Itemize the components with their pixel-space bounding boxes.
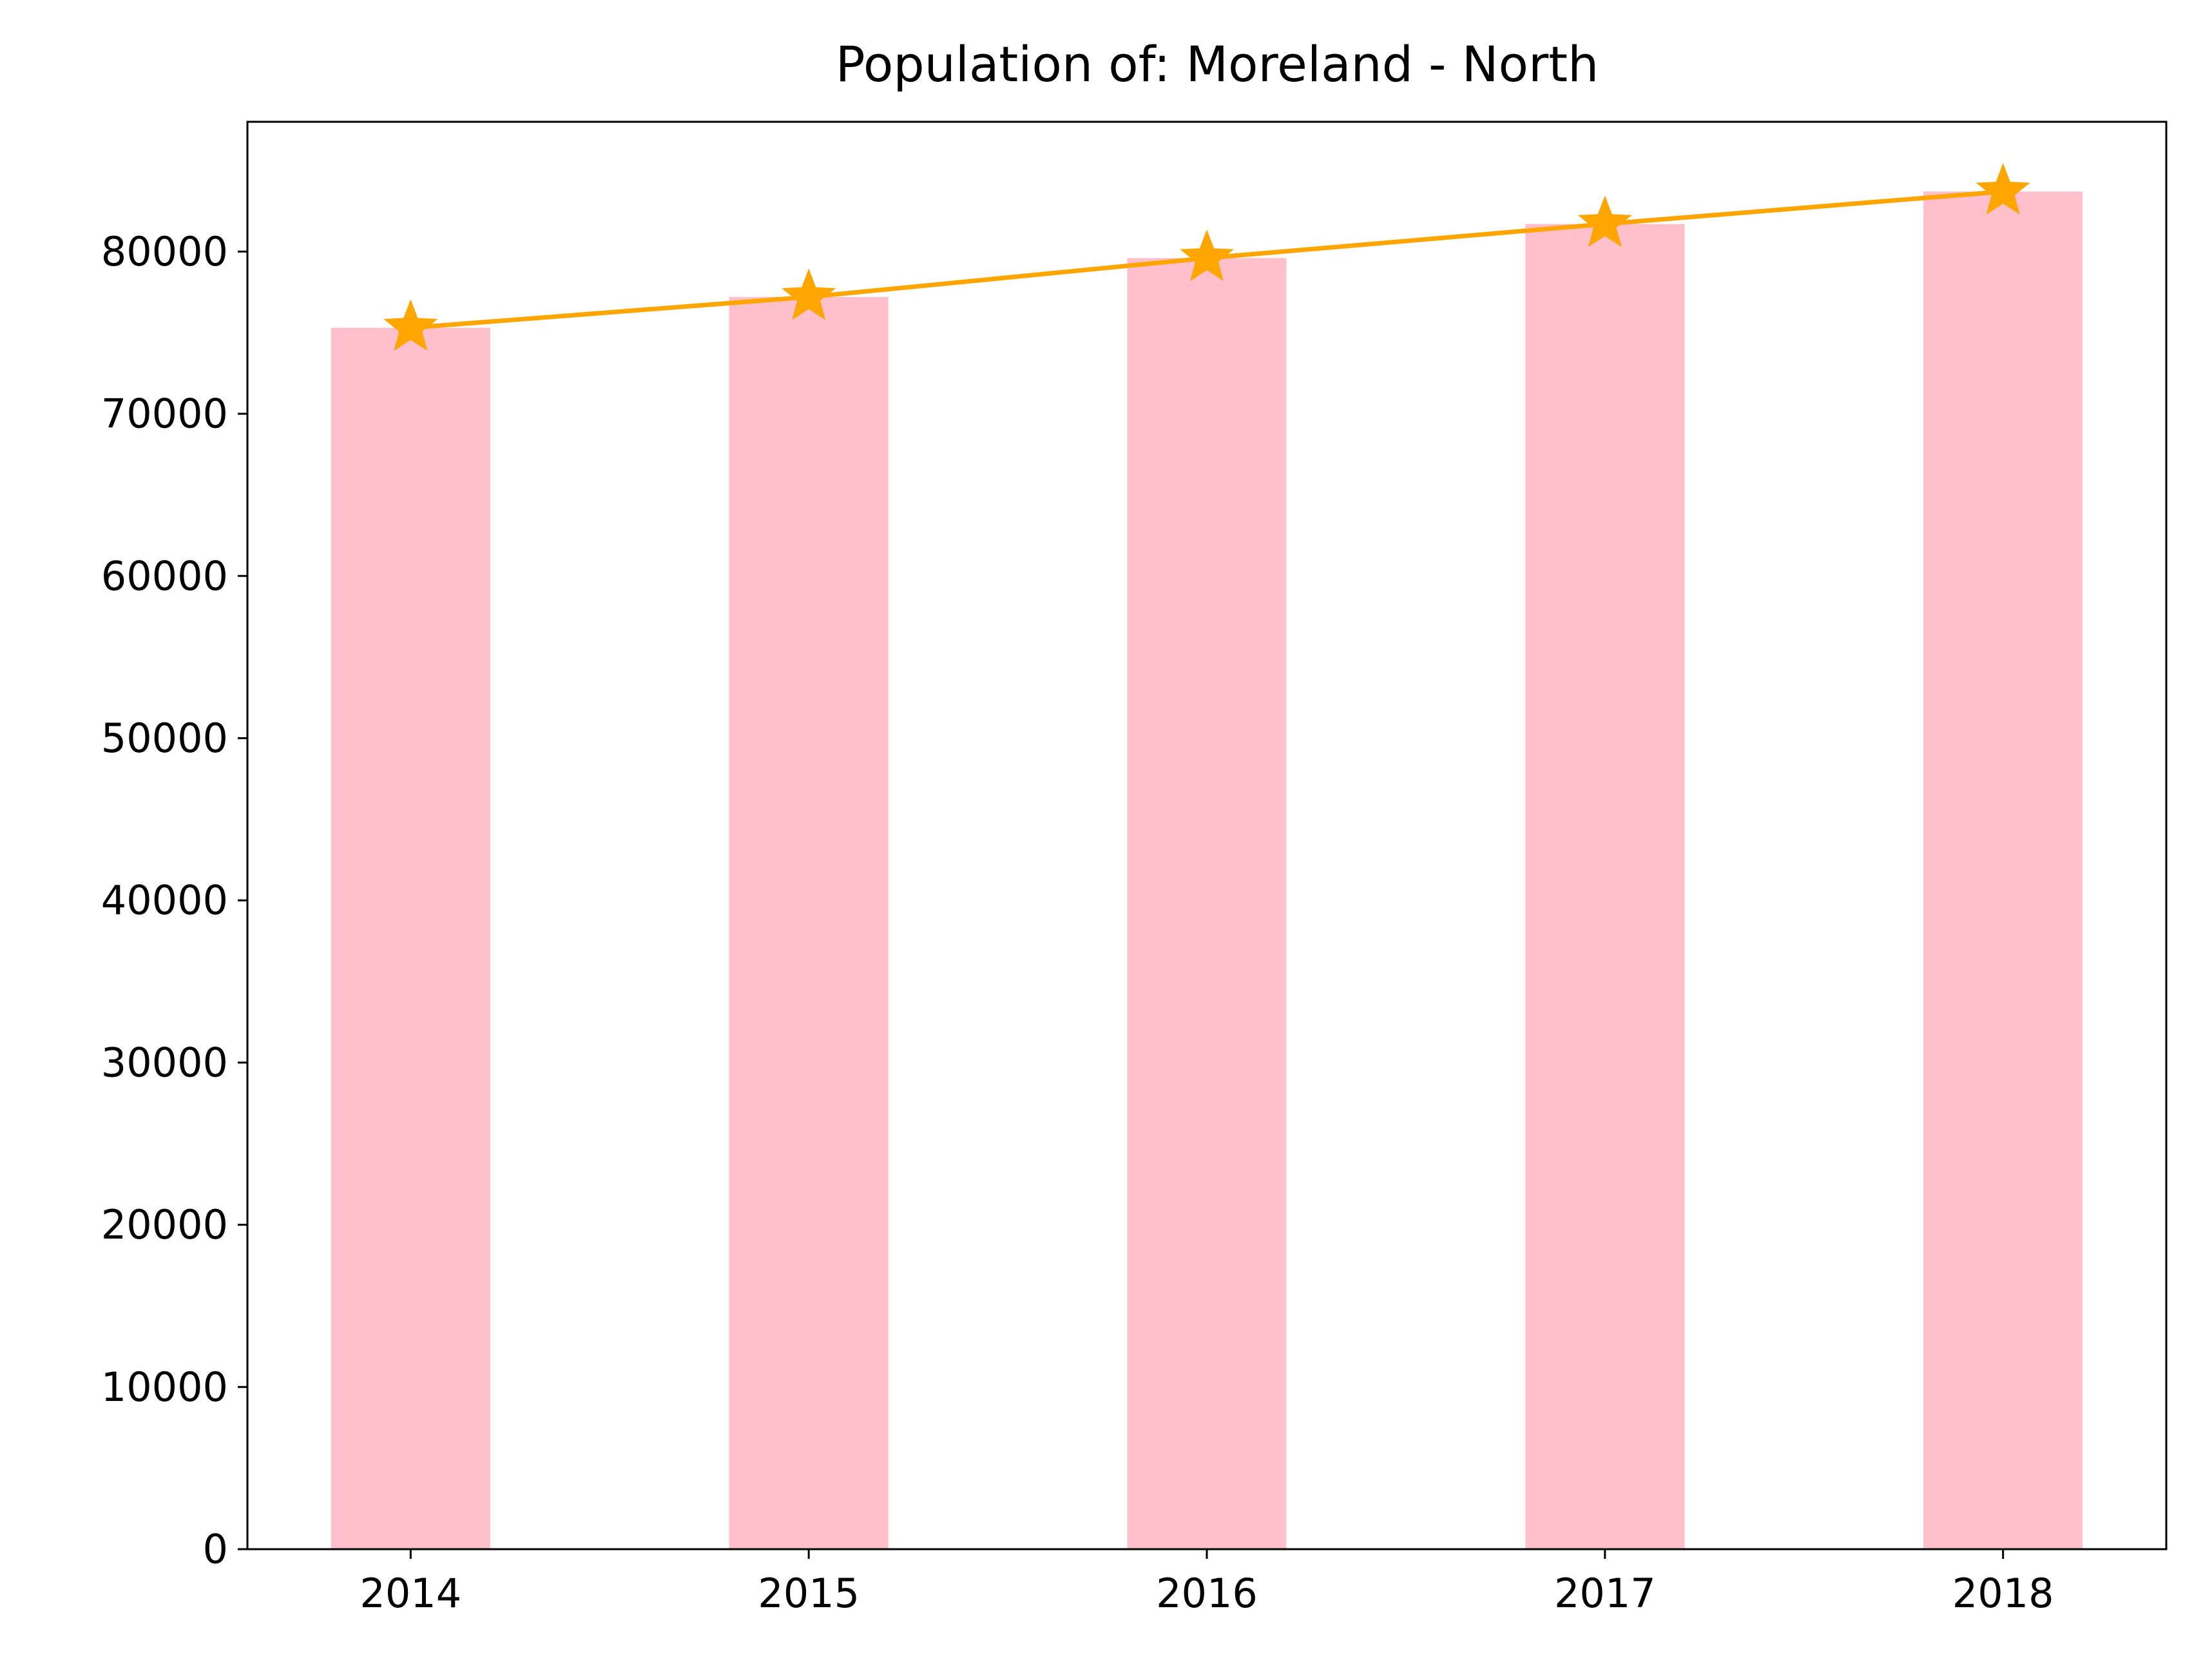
- y-tick-label: 0: [203, 1526, 228, 1573]
- bar-2018: [1923, 191, 2083, 1549]
- y-tick-label: 50000: [101, 715, 228, 762]
- y-tick-label: 60000: [101, 552, 228, 599]
- y-tick-label: 30000: [101, 1039, 228, 1086]
- chart-title: Population of: Moreland - North: [836, 35, 1599, 93]
- y-tick-label: 10000: [101, 1364, 228, 1411]
- bar-2016: [1127, 258, 1286, 1549]
- x-tick-label: 2017: [1554, 1570, 1656, 1617]
- x-tick-label: 2018: [1952, 1570, 2054, 1617]
- x-tick-label: 2016: [1156, 1570, 1258, 1617]
- y-tick-label: 40000: [101, 877, 228, 924]
- y-tick-label: 20000: [101, 1201, 228, 1248]
- x-tick-label: 2015: [758, 1570, 860, 1617]
- bar-2014: [331, 328, 490, 1549]
- y-tick-label: 80000: [101, 228, 228, 275]
- x-tick-label: 2014: [360, 1570, 461, 1617]
- bar-2015: [729, 297, 889, 1549]
- bar-2017: [1525, 224, 1684, 1549]
- y-tick-label: 70000: [101, 391, 228, 438]
